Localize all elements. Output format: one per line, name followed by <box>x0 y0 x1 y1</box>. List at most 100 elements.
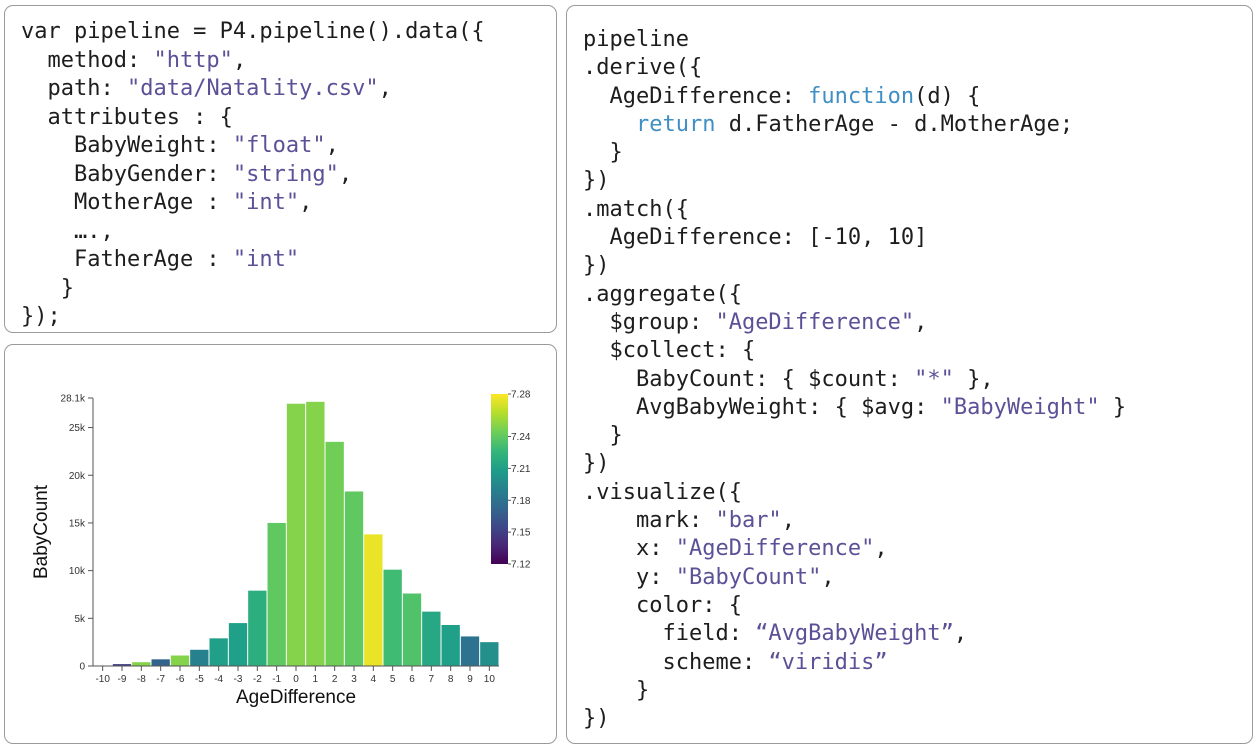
code-token: y: <box>583 564 676 590</box>
code-token: } <box>1099 394 1127 420</box>
code-token: , <box>821 564 835 590</box>
x-tick-label: -9 <box>118 674 127 685</box>
code-line: } <box>583 139 1126 167</box>
x-tick-label: 3 <box>351 674 357 685</box>
code-token: function <box>808 83 915 109</box>
code-token: field: <box>583 621 756 647</box>
y-tick-label: 15k <box>69 518 86 529</box>
bar <box>170 655 190 666</box>
bar <box>112 664 132 666</box>
code-token: } <box>583 423 623 449</box>
code-token: mark: <box>583 508 716 534</box>
code-token: $group: <box>583 309 716 335</box>
code-token: "AgeDifference" <box>715 309 915 335</box>
x-tick-label: -3 <box>234 674 243 685</box>
code-token: “AvgBabyWeight” <box>755 621 954 647</box>
code-line: AvgBabyWeight: { $avg: "BabyWeight" } <box>583 394 1126 422</box>
code-token: AvgBabyWeight: { $avg: <box>583 394 941 420</box>
y-axis-title: BabyCount <box>31 484 52 579</box>
bar <box>248 590 267 666</box>
code-token: }) <box>583 253 610 279</box>
bar <box>286 403 306 666</box>
code-line: }) <box>583 167 1126 195</box>
x-tick-label: -2 <box>253 674 262 685</box>
bar <box>151 659 170 666</box>
code-token: , <box>781 508 795 534</box>
code-line: }) <box>583 450 1126 478</box>
code-line: AgeDifference: function(d) { <box>583 83 1126 111</box>
legend-tick-label: 7.18 <box>511 496 531 507</box>
code-token: (d) { <box>914 83 981 109</box>
bar <box>402 593 422 666</box>
legend-tick-label: 7.12 <box>511 560 531 571</box>
x-tick-label: 1 <box>313 674 319 685</box>
x-tick-label: 8 <box>448 674 454 685</box>
code-token: , <box>874 536 888 562</box>
code-token: "bar" <box>715 508 782 534</box>
y-tick-label: 5k <box>74 614 86 625</box>
bar <box>344 491 364 666</box>
code-token: MotherAge : <box>21 190 233 215</box>
code-token: "*" <box>914 366 954 392</box>
code-token: x: <box>583 536 676 562</box>
code-token: , <box>378 76 392 101</box>
code-token: method: <box>21 47 154 73</box>
x-tick-label: 5 <box>390 674 396 685</box>
bar <box>422 611 441 666</box>
code-token: "int" <box>232 247 300 272</box>
y-tick-label: 10k <box>69 566 86 577</box>
code-token: }, <box>953 366 994 392</box>
code-token: } <box>583 140 623 166</box>
y-tick-label: 28.1k <box>61 394 86 405</box>
code-line: var pipeline = P4.pipeline().data({ <box>21 18 485 47</box>
code-token: “viridis” <box>768 649 888 675</box>
x-tick-label: 2 <box>332 674 338 685</box>
x-axis-title: AgeDifference <box>236 687 356 708</box>
code-token: return <box>635 111 716 137</box>
code-token: "AgeDifference" <box>675 536 875 562</box>
code-line: $group: "AgeDifference", <box>583 309 1126 337</box>
x-tick-label: -7 <box>156 674 165 685</box>
x-tick-label: -6 <box>176 674 185 685</box>
code-token: …., <box>21 218 114 244</box>
code-token: .derive({ <box>583 55 703 81</box>
code-line: .visualize({ <box>583 479 1126 507</box>
code-line: scheme: “viridis” <box>583 649 1126 677</box>
code-line: mark: "bar", <box>583 507 1126 535</box>
code-line: } <box>21 275 485 304</box>
code-token: }) <box>583 168 610 194</box>
bar <box>209 638 228 666</box>
code-token: $collect: { <box>583 338 756 364</box>
code-token: attributes : { <box>21 104 233 130</box>
code-token: }) <box>583 706 610 732</box>
code-token: BabyCount: { $count: <box>583 366 915 392</box>
code-line: .match({ <box>583 196 1126 224</box>
code-token: , <box>914 309 928 335</box>
code-token: "float" <box>232 133 326 158</box>
code-token: BabyWeight: <box>21 133 233 158</box>
code-token: , <box>338 161 353 187</box>
code-token: }) <box>583 451 610 477</box>
code-line: …., <box>21 218 485 247</box>
code-token: path: <box>21 76 127 101</box>
code-line: BabyCount: { $count: "*" }, <box>583 366 1126 394</box>
code-line: return d.FatherAge - d.MotherAge; <box>583 111 1126 139</box>
code-token: "http" <box>153 47 233 73</box>
legend-tick-label: 7.15 <box>511 528 531 539</box>
code-line: pipeline <box>583 26 1126 54</box>
code-token: AgeDifference: [-10, 10] <box>583 225 928 251</box>
code-line: MotherAge : "int", <box>21 189 485 218</box>
code-token: pipeline <box>583 27 689 52</box>
code-line: }); <box>21 303 485 332</box>
bar <box>441 624 460 666</box>
code-token: } <box>583 677 650 703</box>
code-token: , <box>953 621 968 647</box>
bar <box>190 649 209 666</box>
y-tick-label: 20k <box>69 471 86 482</box>
code-token: .visualize({ <box>583 479 742 505</box>
code-line: field: “AvgBabyWeight”, <box>583 620 1126 648</box>
code-token: color: { <box>583 592 742 618</box>
code-token: BabyGender: <box>21 161 233 187</box>
code-line: }) <box>583 252 1126 280</box>
